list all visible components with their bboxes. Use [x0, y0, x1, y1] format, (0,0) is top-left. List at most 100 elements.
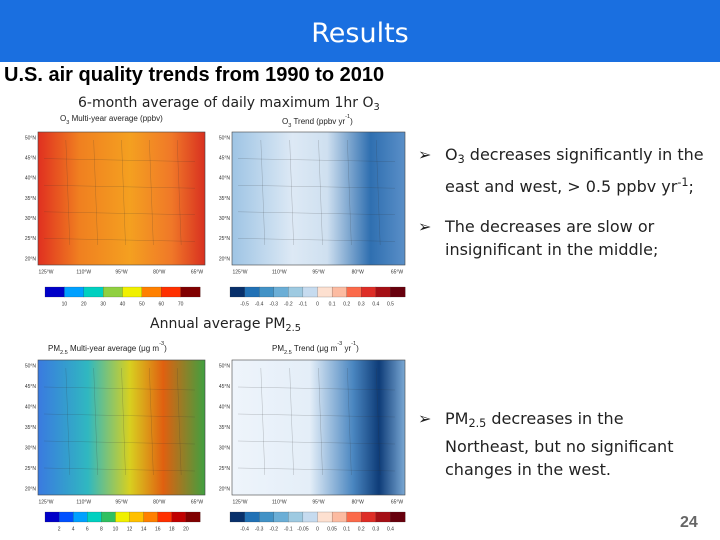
- colorbar-label: -0.2: [269, 526, 278, 532]
- map-border: [177, 367, 182, 476]
- map-title-text: Trend (μg m: [291, 344, 338, 353]
- colorbar-label: -0.3: [255, 526, 264, 532]
- colorbar-label: 4: [72, 526, 75, 532]
- subscript: 2.5: [468, 417, 487, 430]
- map-border: [65, 139, 70, 246]
- text: ;: [688, 177, 694, 196]
- lat-label: 30°N: [219, 216, 231, 222]
- map-title-text: Multi-year average (μg m: [67, 344, 160, 353]
- colorbar-segment: [58, 511, 74, 523]
- colorbar-label: 30: [100, 301, 106, 307]
- map-border: [177, 139, 182, 246]
- colorbar-segment: [161, 286, 182, 298]
- bullet: ➢ The decreases are slow or insignificant…: [418, 215, 708, 261]
- map-title-text: O: [282, 117, 289, 126]
- colorbar-label: 0.2: [358, 526, 365, 532]
- colorbar-segment: [302, 511, 318, 523]
- lat-label: 20°N: [25, 486, 37, 492]
- colorbar-segment: [44, 511, 60, 523]
- map-border: [121, 367, 126, 476]
- map-title-text: O: [60, 114, 67, 123]
- colorbar-segment: [288, 286, 304, 298]
- lat-label: 45°N: [219, 155, 231, 161]
- bullet: ➢ PM2.5 decreases in the Northeast, but n…: [418, 407, 708, 481]
- caption-subscript: 3: [373, 102, 380, 113]
- bullet-arrow: ➢: [418, 145, 432, 164]
- lon-label: 110°W: [272, 269, 287, 275]
- map-title-subscript: 2.5: [284, 350, 292, 356]
- colorbar-segment: [244, 511, 260, 523]
- map-title-text: ): [356, 344, 359, 353]
- map-image: [231, 131, 406, 266]
- colorbar-segment: [87, 511, 102, 523]
- lat-label: 40°N: [25, 176, 37, 182]
- map-border: [376, 367, 381, 476]
- lat-label: 30°N: [219, 445, 231, 451]
- map-border: [289, 139, 294, 246]
- lat-label: 50°N: [25, 135, 37, 141]
- bullet-arrow: ➢: [418, 217, 432, 236]
- colorbar-label: -0.05: [297, 526, 309, 532]
- lon-label: 95°W: [115, 499, 128, 505]
- map-title-superscript: -1: [345, 114, 351, 120]
- lon-label: 95°W: [312, 269, 325, 275]
- colorbar-segment: [103, 286, 123, 298]
- map-border: [318, 367, 323, 476]
- map-border: [121, 139, 126, 246]
- colorbar-label: 2: [58, 526, 61, 532]
- colorbar-label: 6: [86, 526, 89, 532]
- colorbar-segment: [390, 286, 406, 298]
- colorbar-label: 50: [139, 301, 145, 307]
- colorbar-label: 0.3: [372, 526, 379, 532]
- caption-text: Annual average PM: [150, 316, 286, 332]
- map-border: [260, 367, 265, 476]
- lat-label: 40°N: [219, 176, 231, 182]
- colorbar-label: -0.3: [269, 301, 278, 307]
- colorbar-label: 0: [316, 301, 319, 307]
- colorbar-segment: [229, 511, 245, 523]
- bullet-arrow: ➢: [418, 409, 432, 428]
- map-title-subscript: 2.5: [60, 350, 68, 356]
- colorbar-segment: [273, 286, 289, 298]
- map-title-subscript: 3: [288, 123, 292, 129]
- map-title-text: ): [164, 344, 167, 353]
- lon-label: 65°W: [191, 269, 204, 275]
- map-border: [237, 158, 396, 162]
- map-title-superscript: -1: [351, 341, 357, 347]
- map-border: [237, 211, 396, 215]
- lat-label: 45°N: [25, 155, 37, 161]
- lon-label: 80°W: [153, 499, 166, 505]
- map-border: [237, 185, 396, 189]
- map-image: [37, 359, 206, 496]
- map-border: [318, 139, 323, 246]
- lat-label: 35°N: [219, 196, 231, 202]
- colorbar-segment: [171, 511, 187, 523]
- caption: Annual average PM2.5: [150, 316, 301, 334]
- map-border: [43, 413, 196, 418]
- bullet: ➢ O3 decreases significantly in the east …: [418, 143, 708, 198]
- map-title-text: PM: [272, 344, 284, 353]
- map-title-text: ): [350, 117, 353, 126]
- map-border: [43, 211, 196, 215]
- lat-label: 45°N: [219, 384, 231, 390]
- colorbar-segment: [331, 286, 348, 298]
- lat-label: 35°N: [219, 425, 231, 431]
- lon-label: 80°W: [153, 269, 166, 275]
- map-title-text: Trend (ppbv yr: [291, 117, 346, 126]
- colorbar-segment: [361, 511, 377, 523]
- colorbar-label: -0.4: [240, 526, 249, 532]
- colorbar-segment: [346, 511, 362, 523]
- colorbar-segment: [259, 286, 275, 298]
- map-border: [43, 238, 196, 242]
- colorbar-label: -0.1: [284, 526, 293, 532]
- map-title-text: PM: [48, 344, 60, 353]
- colorbar-label: -0.4: [255, 301, 264, 307]
- colorbar-label: 10: [62, 301, 68, 307]
- page-number: 24: [680, 514, 698, 531]
- map-title: PM2.5 Multi-year average (μg m-3): [48, 341, 167, 356]
- map-title-text: Multi-year average (ppbv): [69, 114, 163, 123]
- colorbar-segment: [390, 511, 406, 523]
- map-border: [237, 467, 396, 472]
